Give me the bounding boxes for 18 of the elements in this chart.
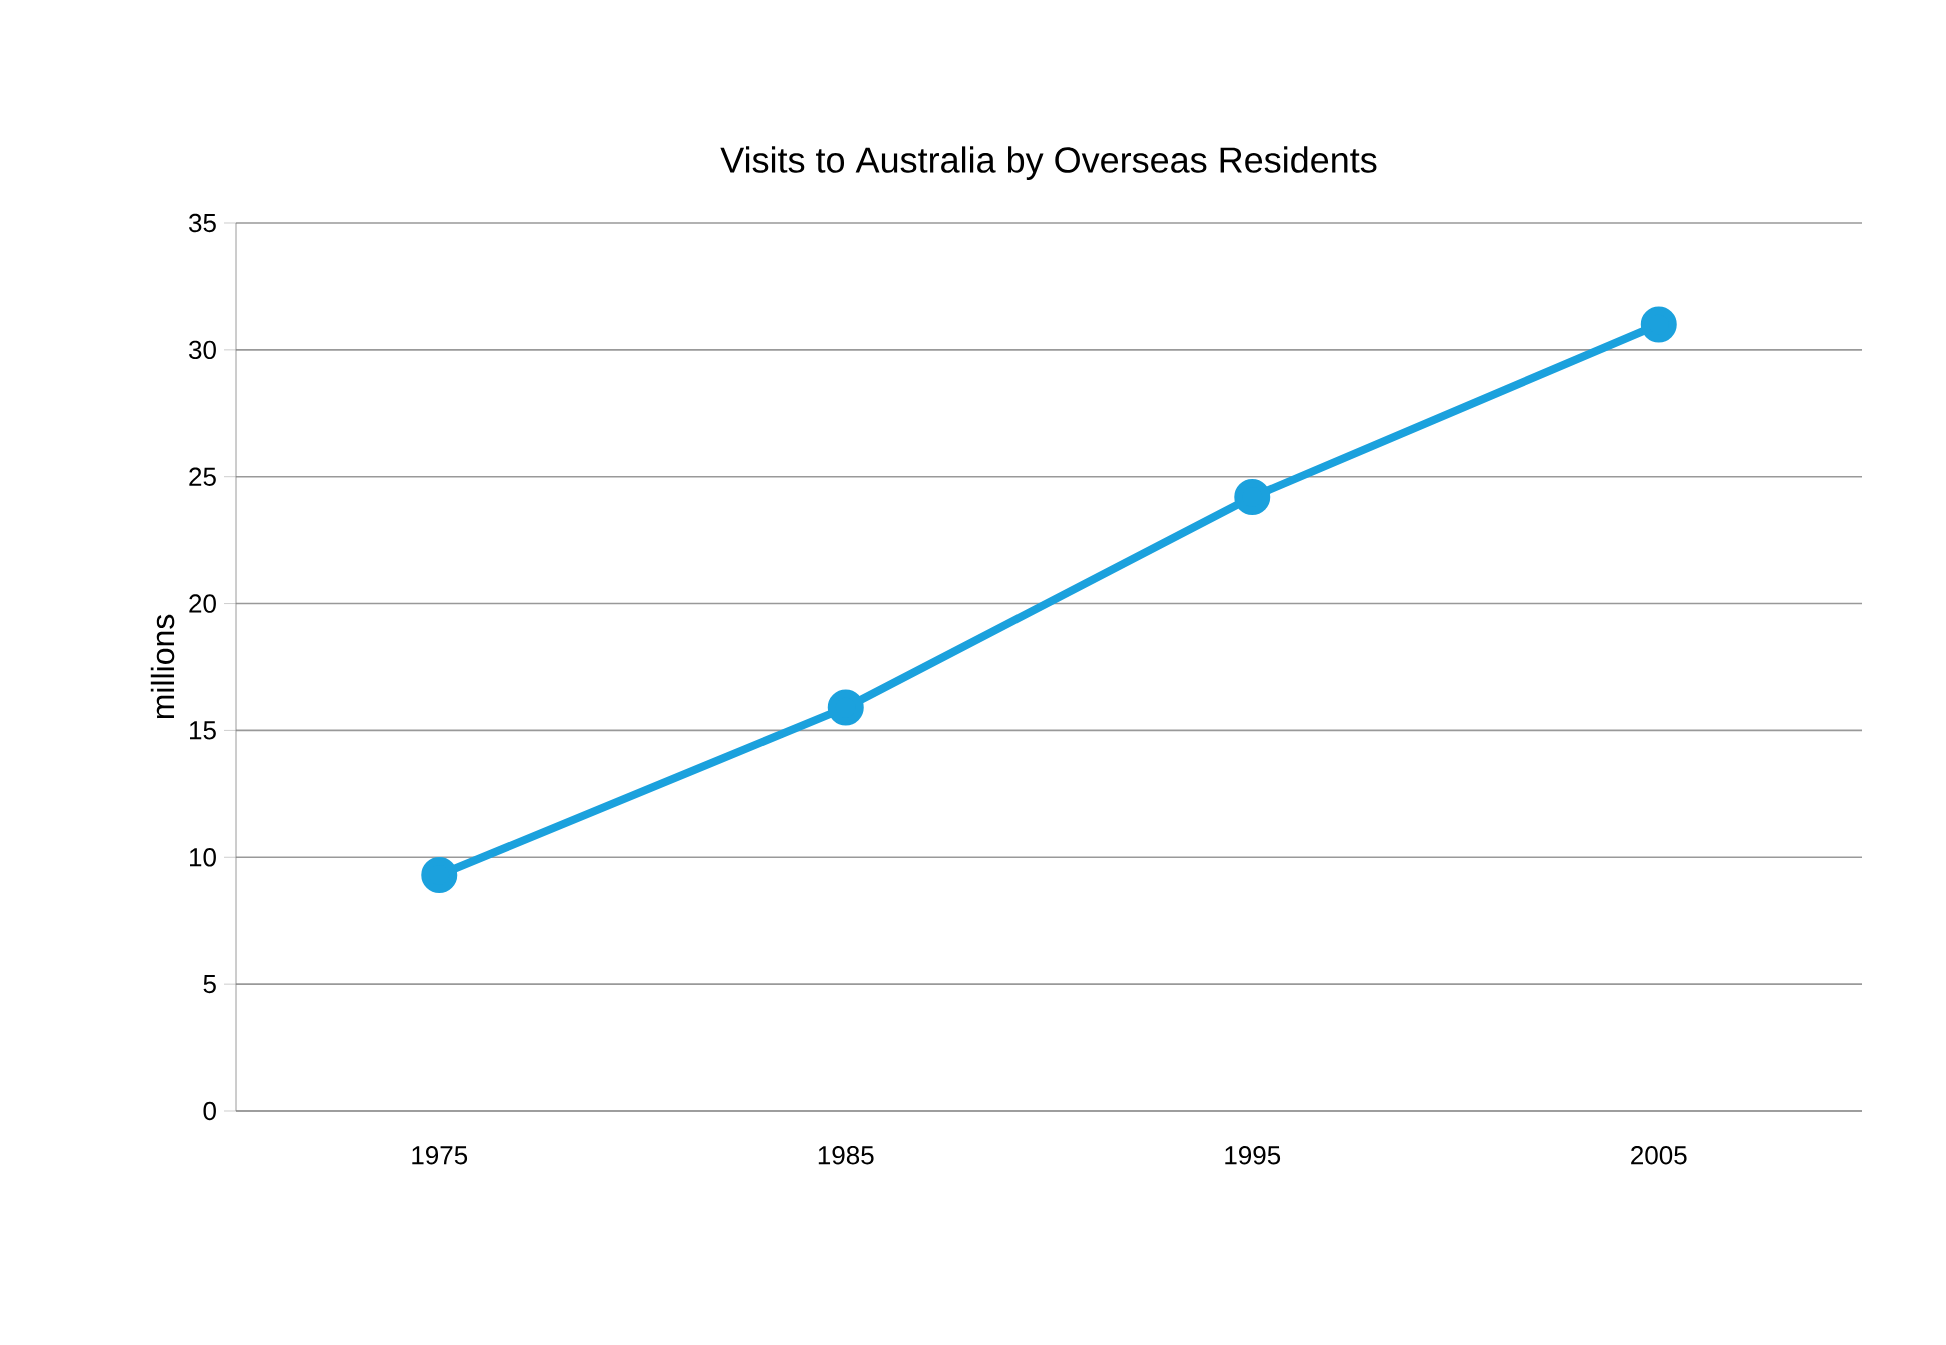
y-tick-label: 30 xyxy=(189,340,216,360)
y-tick-label: 15 xyxy=(190,721,216,740)
point xyxy=(1640,306,1677,343)
x-tick-label: 1985 xyxy=(818,1146,874,1165)
point xyxy=(1234,479,1271,515)
y-axis-title: millions xyxy=(150,614,175,719)
y-tick-label: 35 xyxy=(189,213,216,233)
point xyxy=(827,689,864,726)
y-tick-label: 0 xyxy=(203,1101,216,1121)
x-tick-label: 1975 xyxy=(412,1146,468,1165)
point xyxy=(421,857,458,894)
y-tick-label: 25 xyxy=(189,467,216,486)
x-tick-label: 1995 xyxy=(1225,1146,1281,1165)
y-tick-label: 10 xyxy=(190,848,216,867)
chart-title: Visits to Australia by Overseas Residents xyxy=(720,146,1377,180)
y-tick-label: 20 xyxy=(189,594,216,613)
y-tick-label: 5 xyxy=(203,975,216,994)
x-tick-label: 2005 xyxy=(1631,1146,1687,1165)
